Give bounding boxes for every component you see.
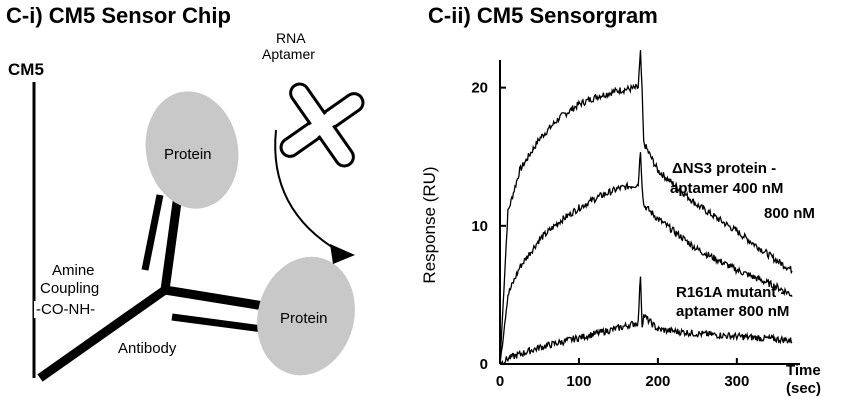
protein-bottom-ellipse xyxy=(257,256,355,376)
x-tick-label: 200 xyxy=(645,373,670,390)
antibody-label: Antibody xyxy=(118,340,177,357)
series-line-0 xyxy=(499,50,793,365)
antibody-arm-top-inner xyxy=(141,194,164,271)
x-axis-label-1: Time xyxy=(786,362,821,379)
aptamer-label-2: Aptamer xyxy=(262,46,315,62)
x-tick-label: 0 xyxy=(496,373,504,390)
chip-label: CM5 xyxy=(8,60,44,79)
antibody-arm-top-outer xyxy=(160,194,183,291)
annotation-wt-3: 800 nM xyxy=(764,205,815,222)
x-tick-label: 300 xyxy=(724,373,749,390)
rna-aptamer-icon xyxy=(279,82,365,168)
y-tick-label: 0 xyxy=(480,356,488,373)
annotation-wt-2: aptamer 400 nM xyxy=(670,180,784,197)
protein-top-label: Protein xyxy=(164,146,212,163)
y-axis-label: Response (RU) xyxy=(420,166,439,284)
x-tick-label: 100 xyxy=(566,373,591,390)
annotation-wt-1: ΔNS3 protein - xyxy=(672,160,777,177)
aptamer-label-1: RNA xyxy=(276,30,306,46)
y-tick-label: 20 xyxy=(471,80,488,97)
series-line-2 xyxy=(499,276,793,366)
right-panel-title: C-ii) CM5 Sensorgram xyxy=(428,3,658,28)
antibody-arm-right-inner xyxy=(171,313,271,334)
protein-bottom-label: Protein xyxy=(280,310,328,327)
annotation-mut-2: aptamer 800 nM xyxy=(676,303,790,320)
y-tick-label: 10 xyxy=(471,218,488,235)
coupling-chem: -CO-NH- xyxy=(34,301,98,318)
series-line-1 xyxy=(499,152,793,365)
left-panel-title: C-i) CM5 Sensor Chip xyxy=(6,3,231,28)
antibody-stem xyxy=(37,286,168,382)
antibody-arm-right-outer xyxy=(164,285,271,312)
annotation-mut-1: R161A mutant - xyxy=(676,284,786,301)
coupling-label-2: Coupling xyxy=(40,280,100,297)
binding-arrow-head xyxy=(330,244,355,264)
binding-arrow xyxy=(274,129,341,253)
coupling-label-1: Amine xyxy=(52,262,95,279)
protein-top-ellipse xyxy=(145,91,239,209)
x-axis-label-2: (sec) xyxy=(786,380,822,397)
